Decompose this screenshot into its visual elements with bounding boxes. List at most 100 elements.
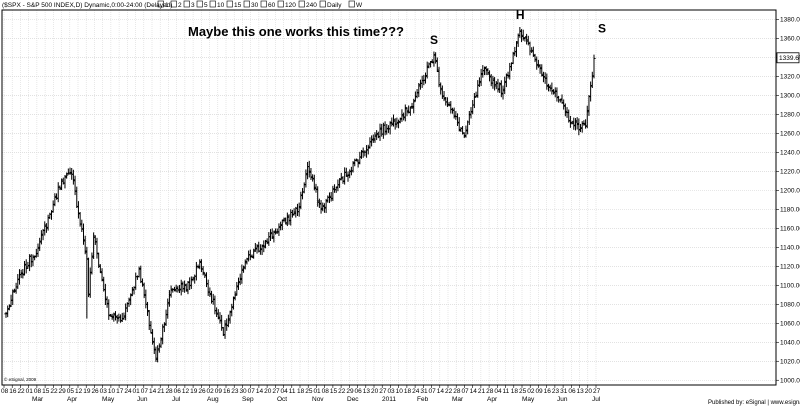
ohlc-bar bbox=[499, 80, 503, 98]
ohlc-bar bbox=[208, 287, 212, 297]
ohlc-bar bbox=[179, 279, 183, 296]
ohlc-bar bbox=[201, 266, 205, 276]
ohlc-bar bbox=[22, 260, 27, 276]
ohlc-bar bbox=[16, 274, 20, 290]
x-tick-label: 13 bbox=[363, 388, 371, 395]
ohlc-bar bbox=[302, 182, 306, 194]
y-tick-label: 1320.00 bbox=[780, 73, 800, 80]
x-month-label: Jul bbox=[592, 396, 601, 403]
ohlc-bar bbox=[538, 64, 542, 74]
ohlc-bar bbox=[417, 82, 421, 98]
y-tick-label: 1160.00 bbox=[780, 225, 800, 232]
ohlc-bar bbox=[449, 101, 453, 114]
y-tick-label: 1300.00 bbox=[780, 92, 800, 99]
ohlc-bar bbox=[279, 221, 283, 231]
x-tick-label: 22 bbox=[50, 388, 58, 395]
ohlc-bar bbox=[368, 137, 372, 149]
y-tick-label: 1100.00 bbox=[780, 282, 800, 289]
y-tick-label: 1080.00 bbox=[780, 301, 800, 308]
x-tick-label: 20 bbox=[585, 388, 593, 395]
ohlc-bar bbox=[471, 99, 475, 115]
ohlc-bar bbox=[514, 41, 519, 57]
ohlc-bar bbox=[592, 54, 596, 79]
ohlc-bar bbox=[364, 145, 369, 158]
published-text: Published by: eSignal | www.esignal.com bbox=[708, 400, 800, 406]
x-tick-label: 07 bbox=[461, 388, 469, 395]
x-tick-label: 14 bbox=[256, 388, 264, 395]
ohlc-bar bbox=[481, 65, 485, 78]
x-tick-label: 16 bbox=[9, 388, 17, 395]
ohlc-bar bbox=[100, 268, 104, 282]
x-tick-label: 16 bbox=[223, 388, 231, 395]
ohlc-bar bbox=[31, 254, 35, 267]
last-price-label: 1339.67 bbox=[779, 55, 800, 62]
ohlc-bar bbox=[589, 81, 593, 102]
interval-label: 3 bbox=[191, 2, 195, 9]
ohlc-bar bbox=[555, 87, 559, 102]
ohlc-bar bbox=[376, 131, 380, 139]
x-tick-label: 24 bbox=[124, 388, 132, 395]
interval-radio bbox=[277, 0, 284, 8]
ohlc-bar bbox=[228, 310, 232, 324]
x-tick-label: 18 bbox=[297, 388, 305, 395]
ohlc-bar bbox=[248, 249, 252, 261]
x-tick-label: 18 bbox=[404, 388, 412, 395]
ohlc-bar bbox=[182, 280, 187, 293]
x-tick-label: 30 bbox=[239, 388, 247, 395]
x-tick-label: 22 bbox=[17, 388, 25, 395]
ohlc-bar bbox=[445, 97, 450, 108]
ohlc-bar bbox=[545, 73, 549, 90]
interval-radio bbox=[209, 0, 216, 8]
ohlc-bar bbox=[161, 324, 165, 345]
ohlc-bar bbox=[14, 282, 18, 294]
x-tick-label: 31 bbox=[420, 388, 428, 395]
ohlc-bar bbox=[181, 281, 185, 293]
ohlc-bar bbox=[260, 244, 264, 256]
ohlc-bar bbox=[76, 201, 81, 219]
chart-header-symbol: ($SPX - S&P 500 INDEX,D) Dynamic,0:00-24… bbox=[2, 2, 172, 9]
pattern-annotation: H bbox=[516, 8, 525, 22]
ohlc-bar bbox=[525, 33, 529, 45]
ohlc-bar bbox=[164, 309, 168, 326]
x-tick-label: 21 bbox=[478, 388, 486, 395]
ohlc-bar bbox=[194, 261, 198, 281]
ohlc-bar bbox=[412, 98, 416, 114]
x-tick-label: 01 bbox=[133, 388, 141, 395]
x-month-label: Jun bbox=[137, 396, 148, 403]
ohlc-bar bbox=[51, 200, 55, 213]
x-tick-label: 01 bbox=[26, 388, 34, 395]
x-tick-label: 17 bbox=[116, 388, 124, 395]
interval-radio bbox=[260, 0, 267, 8]
x-month-label: May bbox=[522, 396, 535, 403]
ohlc-bar bbox=[425, 61, 429, 79]
x-tick-label: 02 bbox=[527, 388, 535, 395]
ohlc-bar bbox=[498, 82, 502, 93]
ohlc-bar bbox=[113, 311, 118, 321]
ohlc-bar bbox=[295, 203, 300, 216]
y-tick-label: 1120.00 bbox=[780, 263, 800, 270]
interval-label: 5 bbox=[204, 2, 208, 9]
interval-radio bbox=[226, 0, 233, 8]
ohlc-bar bbox=[169, 285, 173, 298]
ohlc-bar bbox=[363, 150, 367, 157]
ohlc-bar bbox=[472, 92, 476, 109]
ohlc-bar bbox=[391, 114, 396, 127]
ohlc-bar bbox=[189, 276, 193, 289]
x-tick-label: 28 bbox=[453, 388, 461, 395]
ohlc-bar bbox=[370, 135, 374, 147]
x-tick-label: 06 bbox=[568, 388, 576, 395]
ohlc-bar bbox=[385, 124, 389, 135]
x-tick-label: 23 bbox=[552, 388, 560, 395]
ohlc-bar bbox=[24, 259, 28, 274]
x-tick-label: 31 bbox=[560, 388, 568, 395]
ohlc-bar bbox=[304, 169, 308, 188]
x-tick-label: 01 bbox=[313, 388, 321, 395]
x-month-label: Jun bbox=[557, 396, 568, 403]
interval-radio bbox=[319, 0, 326, 8]
ohlc-bar bbox=[124, 303, 128, 321]
ohlc-bar bbox=[474, 91, 478, 98]
y-tick-label: 1240.00 bbox=[780, 149, 800, 156]
ohlc-bar bbox=[440, 85, 444, 99]
ohlc-bar bbox=[85, 246, 89, 319]
